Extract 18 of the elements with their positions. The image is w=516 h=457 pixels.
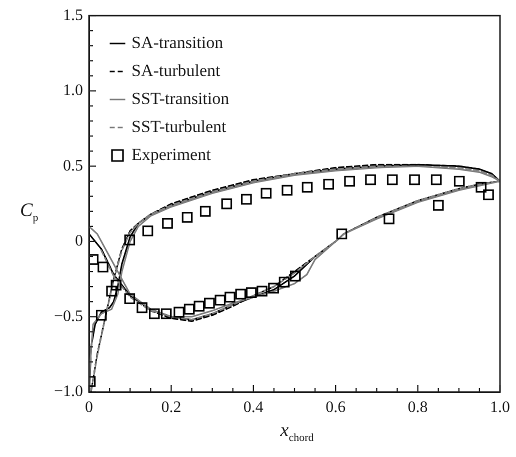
legend-label: SA-turbulent xyxy=(132,60,221,80)
y-tick-label: 0 xyxy=(75,232,83,250)
legend-label: SST-turbulent xyxy=(132,116,227,136)
x-tick-label: 0.4 xyxy=(243,398,264,416)
y-tick-label: 1.5 xyxy=(63,6,83,24)
y-tick-label: 1.0 xyxy=(63,82,83,100)
legend-label: Experiment xyxy=(132,144,212,164)
x-tick-label: 0.6 xyxy=(326,398,346,416)
y-tick-label: −1.0 xyxy=(54,383,83,400)
x-axis-title: x$_{chord}$ xyxy=(279,420,315,444)
y-axis-title: C$_{p}$ xyxy=(20,200,38,224)
x-tick-label: 0.8 xyxy=(408,398,428,416)
x-tick-label: 0.2 xyxy=(161,398,182,416)
legend-label: SST-transition xyxy=(132,88,230,108)
x-tick-label: 1.0 xyxy=(490,398,510,416)
y-tick-label: −0.5 xyxy=(54,308,83,325)
y-tick-label: 0.5 xyxy=(63,157,83,174)
legend-label: SA-transition xyxy=(132,32,224,52)
